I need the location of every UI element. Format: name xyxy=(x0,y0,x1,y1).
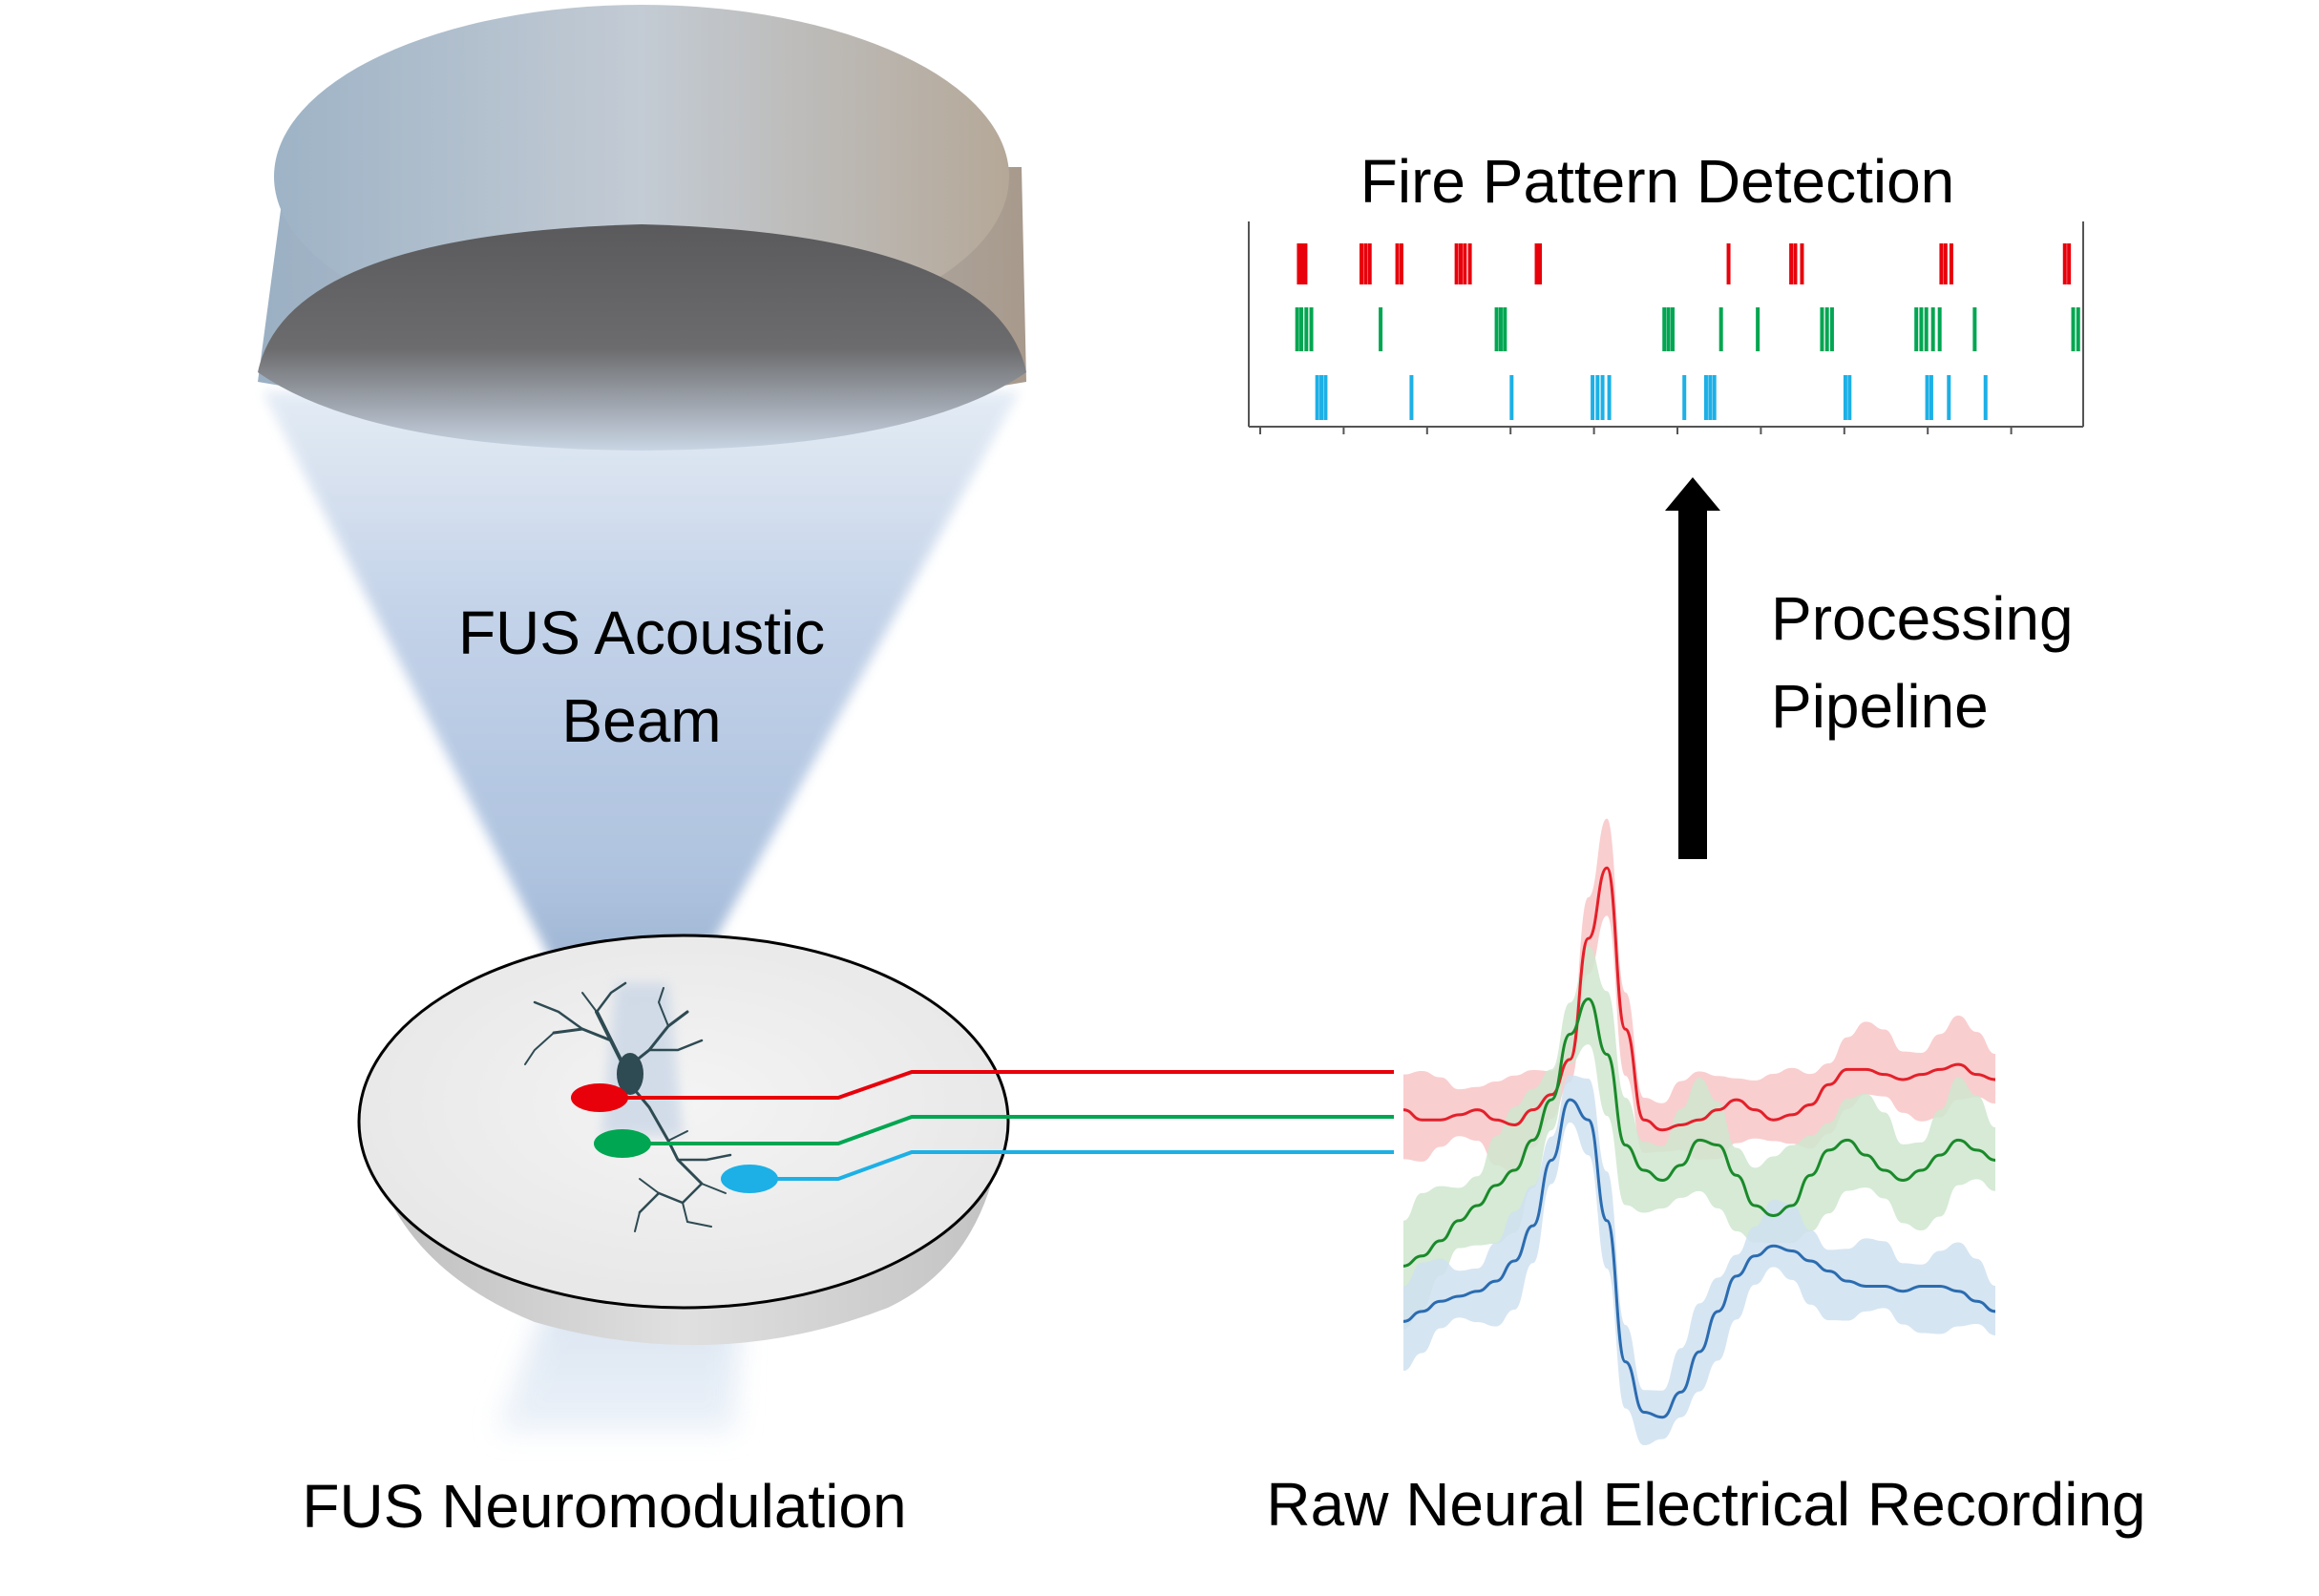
wire-blue xyxy=(749,1150,1394,1181)
trace-band-green xyxy=(1403,945,1995,1330)
transducer-icon xyxy=(258,5,1026,1432)
electrode-red xyxy=(571,1083,628,1112)
raw-recording-traces xyxy=(1402,818,1996,1446)
wire-green xyxy=(621,1115,1394,1145)
dish-side xyxy=(365,1117,1002,1346)
pipeline-label-line2: Pipeline xyxy=(1771,672,1989,741)
fire-pattern-raster xyxy=(1248,221,2084,434)
left-caption: FUS Neuromodulation xyxy=(302,1472,906,1541)
trace-mean-red xyxy=(1402,866,1996,1132)
trace-band-blue xyxy=(1403,1075,1995,1446)
electrode-blue xyxy=(721,1165,778,1193)
neuron-icon xyxy=(524,981,732,1232)
electrode-icon xyxy=(571,1070,1394,1193)
pipeline-label-line1: Processing xyxy=(1771,584,2074,653)
trace-mean-green xyxy=(1402,997,1996,1268)
trace-mean-blue xyxy=(1402,1098,1996,1419)
wire-red xyxy=(601,1070,1394,1100)
raster-title: Fire Pattern Detection xyxy=(1360,147,1955,216)
beam-focus xyxy=(601,983,683,1136)
arrow-up-icon xyxy=(1665,477,1720,859)
acoustic-beam xyxy=(263,391,1020,1040)
right-caption: Raw Neural Electrical Recording xyxy=(1266,1470,2145,1539)
dish-top xyxy=(357,934,1010,1310)
beam-label-line2: Beam xyxy=(561,686,721,755)
culture-dish xyxy=(357,934,1010,1346)
beam-label-line1: FUS Acoustic xyxy=(458,598,825,667)
electrode-green xyxy=(594,1129,651,1158)
transducer-face xyxy=(258,224,1026,451)
